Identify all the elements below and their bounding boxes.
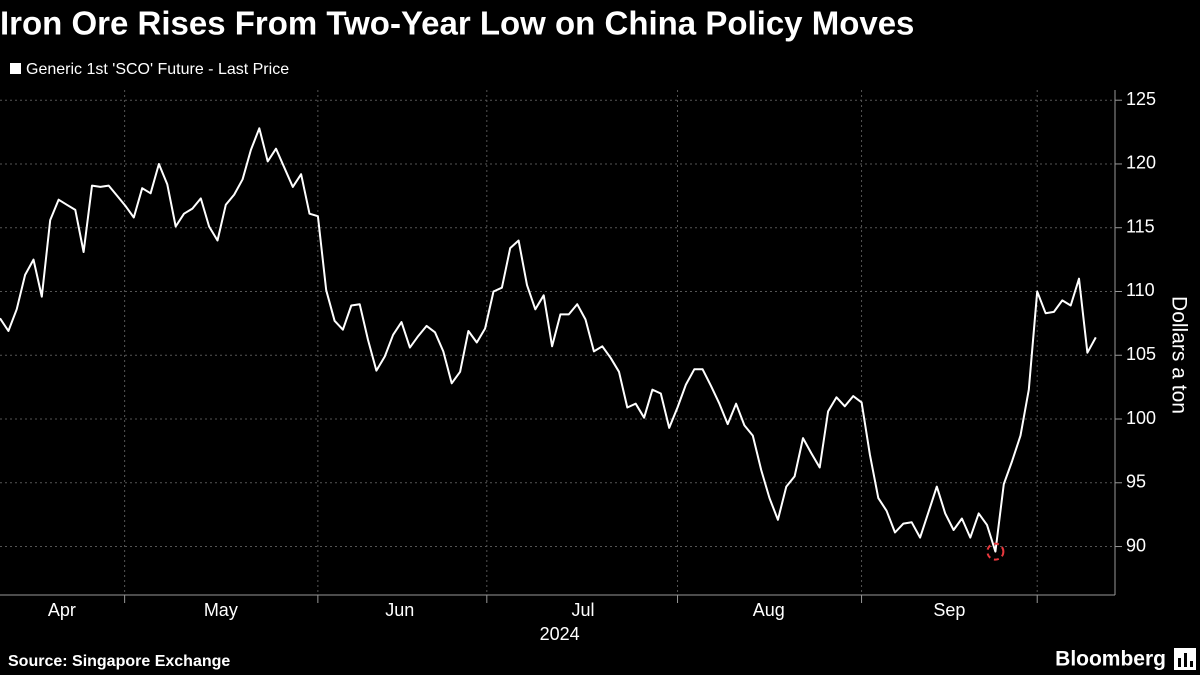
line	[0, 127, 1097, 553]
legend-label: Generic 1st 'SCO' Future - Last Price	[26, 61, 289, 78]
x-tick-label: Jul	[572, 600, 595, 620]
y-tick-label: 115	[1126, 216, 1155, 236]
y-axis-label: Dollars a ton	[1167, 296, 1190, 414]
y-tick-label: 95	[1126, 472, 1146, 492]
x-sublabel: 2024	[540, 624, 580, 644]
y-tick-label: 125	[1126, 89, 1156, 109]
x-tick-label: Aug	[753, 600, 785, 620]
source: Source: Singapore Exchange	[8, 653, 230, 670]
y-tick-label: 90	[1126, 535, 1146, 555]
brand: Bloomberg	[1055, 648, 1166, 671]
x-tick-label: Apr	[48, 600, 76, 620]
x-tick-label: Jun	[385, 600, 414, 620]
x-tick-label: Sep	[933, 600, 965, 620]
chart-title: Iron Ore Rises From Two-Year Low on Chin…	[0, 5, 914, 42]
brand-icon	[1174, 648, 1196, 670]
low-marker	[986, 542, 1005, 561]
y-tick-label: 100	[1126, 408, 1156, 428]
y-tick-label: 105	[1126, 344, 1156, 364]
y-tick-label: 110	[1126, 280, 1155, 300]
y-tick-label: 120	[1126, 153, 1156, 173]
legend-swatch	[10, 63, 21, 74]
x-tick-label: May	[204, 600, 238, 620]
